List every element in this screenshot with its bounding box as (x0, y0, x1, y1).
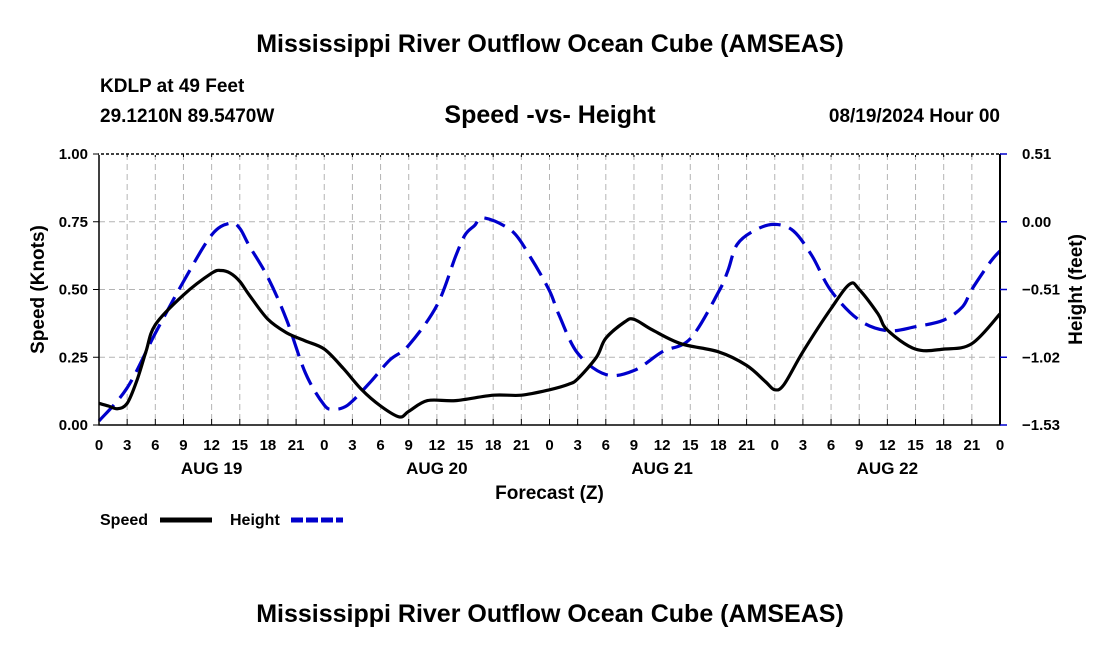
y-tick-label: 0.50 (59, 282, 88, 299)
x-tick-label: 6 (151, 437, 159, 454)
coordinates-label: 29.1210N 89.5470W (100, 106, 275, 127)
day-label: AUG 22 (857, 459, 918, 478)
x-tick-label: 12 (654, 437, 671, 454)
legend-height-label: Height (230, 512, 280, 529)
x-tick-label: 15 (231, 437, 248, 454)
day-label: AUG 20 (406, 459, 467, 478)
day-label: AUG 21 (631, 459, 692, 478)
x-tick-label: 15 (907, 437, 924, 454)
x-axis-label: Forecast (Z) (495, 483, 604, 504)
y-tick-label: 1.00 (59, 146, 88, 163)
y2-tick-label: −1.53 (1022, 417, 1060, 434)
axes-layer: 0 3 6 9 12 15 18 21 0 3 6 9 12 15 18 21 0 3 6 9 12 15 18 21 0 3 6 9… (59, 146, 1060, 478)
x-tick-label: 9 (405, 437, 413, 454)
x-tick-label: 21 (738, 437, 755, 454)
legend: Speed Height (100, 512, 343, 529)
x-tick-label: 12 (879, 437, 896, 454)
speed-series-line (98, 268, 1002, 419)
y2-tick-label: 0.51 (1022, 146, 1051, 163)
y2-axis-label: Height (feet) (1066, 234, 1087, 345)
x-tick-label: 18 (935, 437, 952, 454)
x-tick-label: 0 (320, 437, 328, 454)
x-tick-label: 0 (996, 437, 1004, 454)
height-series-line (97, 216, 1002, 423)
x-tick-label: 3 (348, 437, 356, 454)
x-tick-label: 15 (457, 437, 474, 454)
y-tick-label: 0.25 (59, 349, 88, 366)
series-layer (97, 216, 1002, 423)
y-tick-label: 0.00 (59, 417, 88, 434)
legend-speed-label: Speed (100, 512, 148, 529)
y-axis-label: Speed (Knots) (28, 225, 49, 354)
chart-subtitle: Speed -vs- Height (444, 101, 656, 129)
x-tick-label: 21 (288, 437, 305, 454)
x-tick-label: 12 (429, 437, 446, 454)
x-tick-label: 9 (630, 437, 638, 454)
y-tick-label: 0.75 (59, 214, 88, 231)
x-tick-label: 3 (123, 437, 131, 454)
station-label: KDLP at 49 Feet (100, 76, 245, 97)
x-tick-label: 21 (964, 437, 981, 454)
x-tick-label: 15 (682, 437, 699, 454)
day-label: AUG 19 (181, 459, 242, 478)
y2-tick-label: 0.00 (1022, 214, 1051, 231)
x-tick-label: 9 (855, 437, 863, 454)
x-tick-label: 3 (799, 437, 807, 454)
chart-title: Mississippi River Outflow Ocean Cube (AM… (256, 30, 844, 58)
x-tick-label: 18 (260, 437, 277, 454)
date-stamp: 08/19/2024 Hour 00 (828, 106, 1000, 127)
x-tick-label: 6 (827, 437, 835, 454)
x-tick-label: 12 (203, 437, 220, 454)
y2-tick-label: −0.51 (1022, 282, 1060, 299)
x-tick-label: 9 (179, 437, 187, 454)
x-tick-label: 0 (771, 437, 779, 454)
x-tick-label: 0 (545, 437, 553, 454)
x-tick-label: 6 (376, 437, 384, 454)
y2-tick-label: −1.02 (1022, 349, 1060, 366)
x-tick-label: 18 (485, 437, 502, 454)
footer-title: Mississippi River Outflow Ocean Cube (AM… (256, 600, 844, 628)
x-tick-label: 21 (513, 437, 530, 454)
x-tick-label: 6 (602, 437, 610, 454)
x-tick-label: 0 (95, 437, 103, 454)
x-tick-label: 3 (573, 437, 581, 454)
x-tick-label: 18 (710, 437, 727, 454)
